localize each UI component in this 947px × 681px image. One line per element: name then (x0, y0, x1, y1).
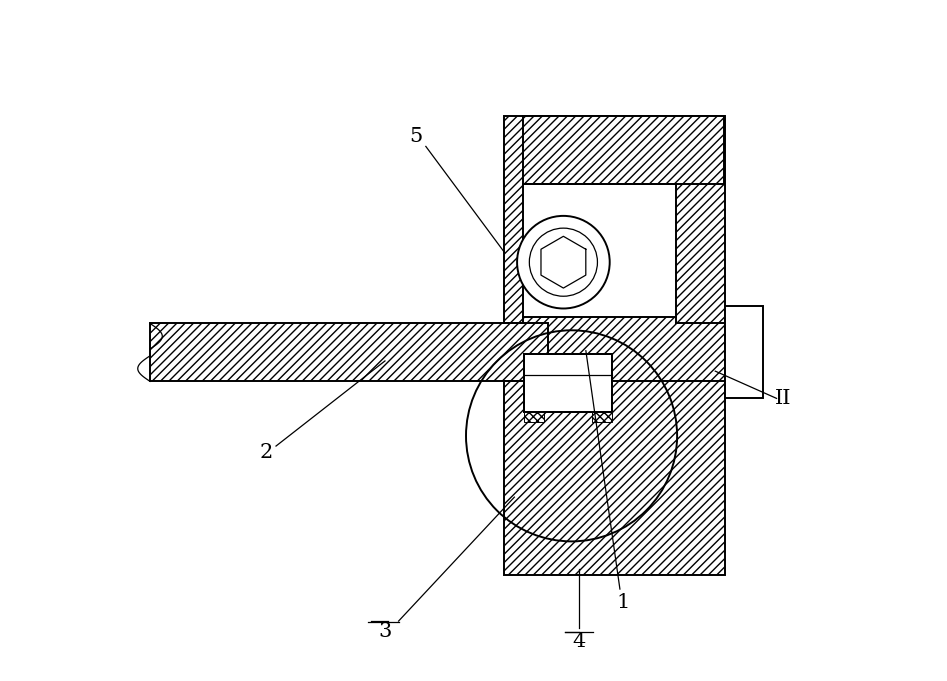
Bar (524, 412, 545, 422)
Text: 1: 1 (616, 593, 630, 612)
Bar (150, 323, 548, 381)
Circle shape (529, 228, 598, 296)
Bar (523, 116, 724, 184)
Text: 4: 4 (572, 632, 585, 651)
Circle shape (517, 216, 610, 308)
Bar (532, 375, 604, 407)
Text: 2: 2 (259, 443, 273, 462)
Text: 5: 5 (409, 127, 422, 146)
Bar (725, 306, 763, 398)
Bar (523, 184, 676, 317)
Bar (504, 116, 725, 575)
Bar (592, 412, 613, 422)
Bar (524, 354, 613, 412)
Text: 3: 3 (378, 622, 392, 642)
Text: II: II (775, 389, 792, 408)
